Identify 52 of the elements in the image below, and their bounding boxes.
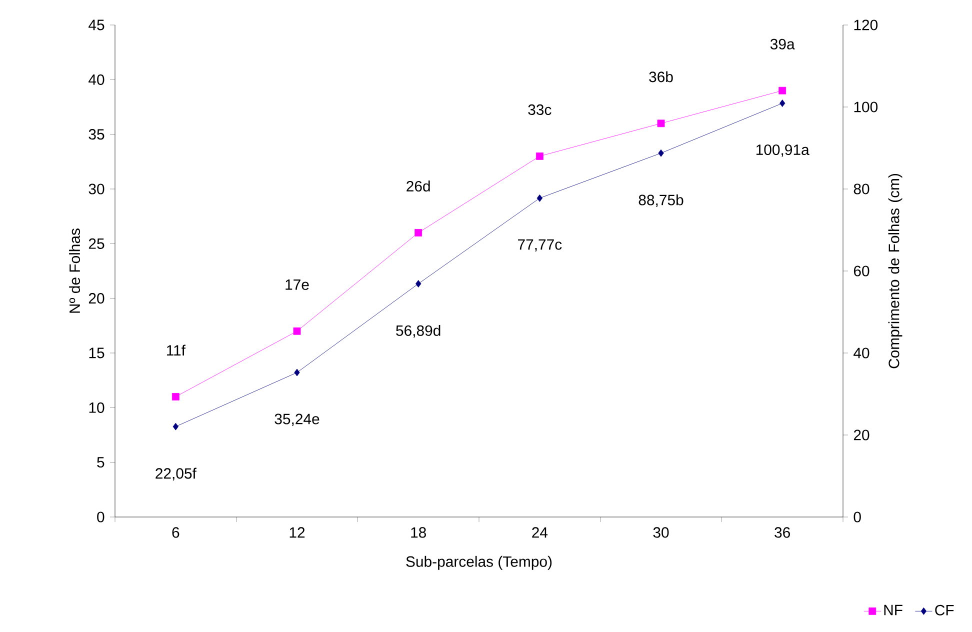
x-tick-label: 12 [290,527,305,538]
y-tick-label: 20 [88,293,104,304]
data-label: 33c [528,104,552,115]
data-label: 17e [286,280,309,290]
y2-axis-title: Comprimento de Folhas (cm) [888,174,902,368]
legend-label: NF [884,604,902,616]
y-tick-label: 30 [88,184,104,194]
data-label: 36b [649,71,673,82]
y-tick-label: 0 [97,512,104,522]
point [536,194,542,202]
data-label: 35,24e [274,414,320,426]
point [416,280,422,288]
y-tick-label: 10 [89,402,104,413]
y2-tick-label: 40 [854,348,870,358]
y2-tick-label: 100 [854,102,878,112]
y2-tick-label: 60 [854,266,870,276]
y-tick-label: 40 [88,74,104,85]
y-tick-label: 15 [89,348,104,358]
point [536,152,544,160]
y2-tick-label: 80 [854,184,870,194]
x-tick-label: 24 [532,527,548,538]
data-label: 26d [406,180,430,192]
y-tick-label: 45 [88,20,104,30]
point [657,120,665,128]
data-label: 11f [166,344,186,356]
y-tick-label: 5 [97,457,104,468]
x-tick-label: 30 [653,527,669,538]
x-tick-label: 36 [774,527,790,538]
point [658,149,664,157]
data-label: 39a [770,38,795,50]
y-tick-label: 35 [88,129,104,140]
y2-tick-label: 20 [854,430,870,440]
point [172,422,178,430]
x-tick-label: 18 [411,527,426,538]
y-axis-title: Nº de Folhas [69,228,80,313]
data-label: 88,75b [638,194,684,208]
data-label: 56,89d [396,324,440,338]
point [414,229,422,236]
point [172,393,180,400]
y2-tick-label: 0 [854,512,861,522]
data-label: 22,05f [156,468,196,481]
point [780,100,786,107]
legend-label: CF [935,604,954,616]
point [294,368,300,376]
x-tick-label: 6 [172,527,180,538]
data-label: 77,77c [518,239,562,252]
y2-tick-label: 120 [854,20,878,30]
point [293,327,301,335]
point [778,86,786,94]
data-label: 100,91a [756,144,810,157]
x-axis-title: Sub-parcelas (Tempo) [406,556,552,570]
y-tick-label: 25 [88,238,104,249]
